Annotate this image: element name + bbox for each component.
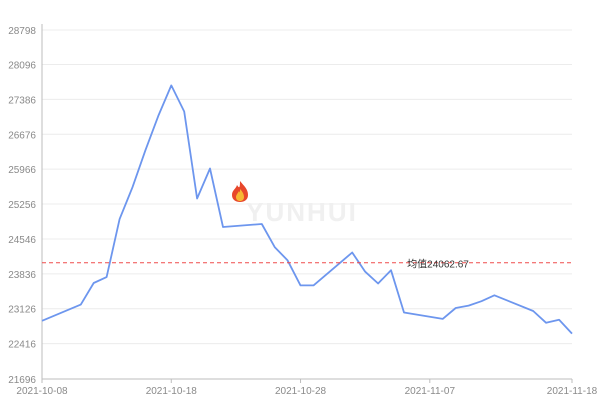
y-tick-label: 26676	[8, 130, 36, 141]
x-tick-label: 2021-11-18	[547, 386, 598, 397]
x-tick-label: 2021-10-28	[275, 386, 327, 397]
y-tick-label: 25966	[8, 165, 36, 176]
y-tick-label: 23836	[8, 270, 36, 281]
x-tick-label: 2021-10-18	[146, 386, 198, 397]
y-tick-label: 23126	[8, 305, 36, 316]
y-tick-label: 22416	[8, 340, 36, 351]
series-line	[41, 84, 573, 335]
average-label: 均值24062.67	[407, 258, 469, 271]
x-tick-label: 2021-11-07	[405, 386, 456, 397]
y-tick-label: 25256	[8, 200, 36, 211]
y-axis-ticks: 21696 22416 23126 23836 24546 25256 25966 26676…	[8, 26, 36, 386]
y-tick-label: 27386	[8, 95, 36, 106]
y-tick-label: 28096	[8, 60, 36, 71]
grid-lines	[42, 29, 572, 380]
y-tick-label: 24546	[8, 235, 36, 246]
y-tick-label: 28798	[8, 26, 36, 37]
watermark-text: YUNHUI	[246, 197, 358, 227]
fire-icon	[232, 181, 248, 202]
y-tick-label: 21696	[8, 375, 36, 386]
average-line-group: 均值24062.67	[42, 258, 572, 271]
x-tick-label: 2021-10-08	[16, 386, 68, 397]
series-layer	[41, 84, 573, 335]
x-axis-ticks: 2021-10-08 2021-10-18 2021-10-28 2021-11-07…	[16, 379, 598, 397]
